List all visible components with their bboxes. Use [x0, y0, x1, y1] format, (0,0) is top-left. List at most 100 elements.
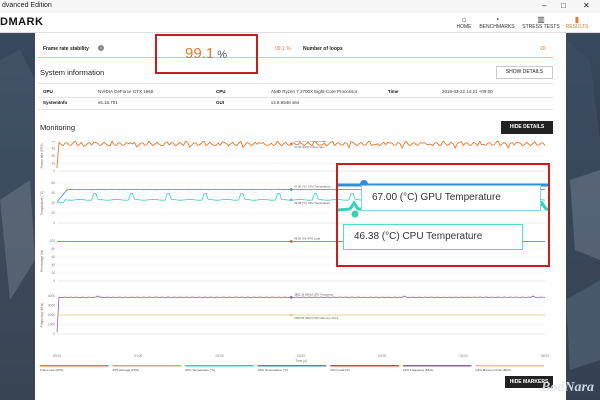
legend-item-label: CPU Frequency (MHz) [403, 368, 433, 372]
systeminfo-value: v5.16.701 [98, 100, 118, 105]
zoom-lines [338, 180, 548, 218]
home-icon: ⌂ [461, 15, 467, 24]
y-tick-label: 80 [51, 247, 55, 251]
y-tick-label: 60 [51, 255, 55, 259]
stats-divider [38, 57, 553, 58]
info-icon[interactable]: i [98, 45, 104, 51]
y-tick-label: 20 [51, 211, 55, 215]
temperature-highlight-box [336, 163, 550, 267]
y-tick-label: 0 [53, 279, 55, 283]
time-value: 2019-03-22 14:21 +09:00 [442, 89, 493, 94]
window-title: dvanced Edition [2, 2, 52, 9]
maximize-icon[interactable]: □ [561, 1, 566, 10]
close-icon[interactable]: ✕ [583, 1, 590, 10]
marker-label: 3862.16 (MHz) CPU Frequency [294, 292, 334, 296]
legend-item-label: GPU Memory Clock (MHz) [475, 368, 511, 372]
results-panel: Frame rate stability i 99.1% 99.1 % Numb… [35, 33, 566, 400]
series-line-frame-rate-fps- [56, 141, 546, 169]
y-tick-label: 0 [53, 221, 55, 225]
x-tick-label: 00:00 [53, 354, 61, 358]
y-axis-label: Frame rate (FPS) [40, 144, 44, 169]
legend-swatch [402, 365, 472, 367]
gpu-value: NVIDIA GeForce GTX 1660 [98, 89, 154, 94]
nav-stress-tests-label: STRESS TESTS [522, 24, 560, 30]
legend-swatch [330, 365, 399, 367]
nav-results[interactable]: ▮ RESULTS [557, 15, 597, 30]
show-details-button[interactable]: SHOW DETAILS [496, 66, 553, 79]
info-table-bottom [38, 109, 553, 110]
y-tick-label: 10 [51, 162, 55, 166]
legend-item-label: CPU Temperature (°C) [185, 368, 215, 372]
loops-label: Number of loops [303, 46, 343, 52]
nav-benchmarks-label: BENCHMARKS [479, 24, 515, 30]
marker-label: 2000.50 (MHz) GPU Memory Clock [294, 316, 339, 320]
marker-label: 99.00 (%) GPU Load [294, 236, 320, 240]
legend-swatch [112, 365, 182, 367]
y-tick-label: 3000 [48, 304, 55, 308]
nav-home-label: HOME [456, 24, 472, 30]
results-icon: ▮ [574, 15, 580, 24]
nav-benchmarks[interactable]: ◔ BENCHMARKS [477, 15, 517, 30]
y-tick-label: 2000 [48, 313, 55, 317]
legend-item-label: GPU Temperature (°C) [258, 368, 288, 372]
y-tick-label: 60 [51, 191, 55, 195]
y-tick-label: 40 [51, 141, 55, 143]
hide-details-button[interactable]: HIDE DETAILS [501, 121, 553, 134]
system-info-table: GPU NVIDIA GeForce GTX 1660 CPU AMD Ryze… [38, 83, 553, 110]
time-key: Time [388, 89, 399, 94]
series-marker [289, 198, 293, 202]
legend-item-label: GPU Load (%) [330, 368, 350, 372]
y-tick-label: 20 [51, 154, 55, 158]
gpu-temperature-callout: 67.00 (°C) GPU Temperature [361, 185, 541, 211]
y-tick-label: 0 [53, 169, 55, 173]
stress-tests-icon: ▥ [537, 15, 545, 24]
app-header: DMARK ⌂ HOME ◔ BENCHMARKS ▥ STRESS TESTS… [0, 13, 600, 33]
legend-item-label: Frame rate (FPS) [40, 368, 63, 372]
monitoring-title: Monitoring [40, 123, 76, 132]
nav-home[interactable]: ⌂ HOME [444, 15, 484, 30]
legend-swatch [40, 365, 109, 367]
minimize-icon[interactable]: – [542, 1, 547, 10]
nav-stress-tests[interactable]: ▥ STRESS TESTS [521, 15, 561, 30]
brand-logo: DMARK [0, 16, 44, 28]
y-tick-label: 40 [51, 263, 55, 267]
gpu-key: GPU [43, 89, 53, 94]
marker-label: 46.38 (°C) CPU Temperature [294, 201, 330, 205]
window-titlebar: dvanced Edition – □ ✕ [0, 0, 600, 13]
legend-swatch [257, 365, 327, 367]
y-axis-label: Percentage (%) [40, 250, 44, 272]
x-axis-label: Time [s] [295, 359, 306, 363]
legend-item-label: FPS Average (FPS) [113, 368, 139, 372]
nav-results-label: RESULTS [565, 24, 589, 30]
y-tick-label: 4000 [48, 294, 55, 298]
y-tick-label: 0 [53, 332, 55, 336]
x-tick-label: 02:00 [216, 354, 224, 358]
series-marker [289, 142, 293, 146]
y-axis-label: Frequency (MHz) [40, 303, 44, 328]
benchmarks-icon: ◔ [494, 15, 500, 24]
hide-markers-button[interactable]: HIDE MARKERS [505, 376, 553, 388]
series-marker [289, 296, 293, 299]
y-tick-label: 100 [50, 239, 56, 243]
system-info-title: System information [40, 68, 105, 77]
legend-swatch [185, 365, 254, 367]
x-tick-label: 03:00 [297, 354, 305, 358]
systeminfo-key: SystemInfo [43, 100, 68, 105]
y-tick-label: 1000 [48, 323, 55, 327]
series-marker [289, 188, 293, 191]
stats-row: Frame rate stability i 99.1% 99.1 % Numb… [35, 33, 566, 63]
y-tick-label: 80 [51, 181, 55, 185]
cpu-key: CPU [216, 89, 226, 94]
y-tick-label: 30 [51, 147, 55, 151]
y-tick-label: 20 [51, 271, 55, 275]
marker-label: 67.00 (°C) GPU Temperature [294, 185, 330, 189]
frame-rate-stability-small: 99.1 % [275, 46, 291, 52]
gui-value: v2.8.6546 s64 [271, 100, 300, 105]
zoom-cpu-marker [351, 210, 359, 218]
series-marker [289, 313, 293, 317]
gui-key: GUI [216, 100, 225, 105]
stability-unit: % [217, 49, 227, 61]
cpu-value: AMD Ryzen 7 2700X Eight-Core Processor [271, 89, 358, 94]
watermark-logo: BodNara [541, 380, 594, 395]
x-tick-label: 01:00 [134, 354, 142, 358]
